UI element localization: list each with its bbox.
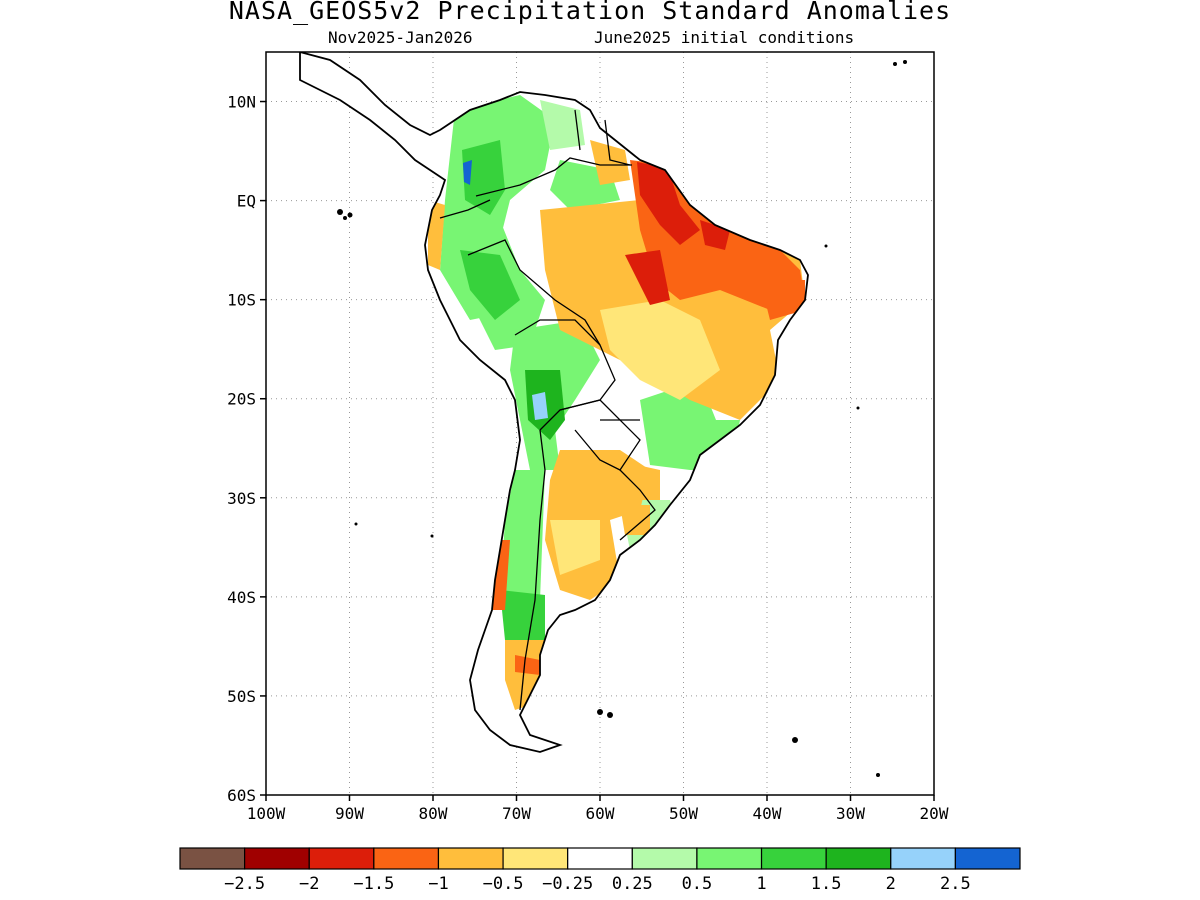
colorbar-swatch — [567, 847, 633, 870]
colorbar: −2.5 −2 −1.5 −1 −0.5 −0.25 0.25 0.5 1 1.5 2 2.5 — [179, 847, 1021, 894]
colorbar-label: 1 — [756, 874, 766, 894]
lon-tick-label: 70W — [502, 804, 531, 823]
colorbar-swatch — [954, 847, 1021, 870]
map-area — [266, 52, 934, 795]
colorbar-swatch — [696, 847, 763, 870]
lon-tick-label: 80W — [419, 804, 448, 823]
colorbar-swatch — [502, 847, 569, 870]
dry-region-northeast — [760, 280, 805, 320]
lon-tick-label: 100W — [247, 804, 286, 823]
colorbar-swatch — [373, 847, 440, 870]
colorbar-label: −1 — [428, 874, 448, 894]
lat-tick-label: 60S — [227, 786, 256, 805]
wet-spot-colombia — [463, 160, 472, 185]
lat-tick-label: EQ — [237, 192, 256, 211]
colorbar-swatch — [825, 847, 892, 870]
lat-tick-label: 10S — [227, 291, 256, 310]
lon-tick-label: 40W — [753, 804, 782, 823]
forecast-period: Nov2025-Jan2026 — [328, 28, 473, 47]
lon-tick-label: 30W — [836, 804, 865, 823]
light-dry-region-argentina — [550, 520, 600, 575]
lat-tick-label: 40S — [227, 588, 256, 607]
colorbar-label: 2.5 — [940, 874, 971, 894]
colorbar-label: 0.25 — [612, 874, 653, 894]
wet-region-guyana — [540, 100, 585, 150]
colorbar-swatch — [631, 847, 698, 870]
colorbar-swatch — [244, 847, 310, 870]
colorbar-swatch — [179, 847, 246, 870]
colorbar-label: 2 — [886, 874, 896, 894]
anomaly-shading — [428, 95, 805, 710]
dry-region-uruguay — [620, 505, 650, 535]
lat-tick-label: 20S — [227, 390, 256, 409]
lat-tick-label: 10N — [227, 93, 256, 112]
colorbar-swatch — [890, 847, 956, 870]
colorbar-label: 1.5 — [811, 874, 842, 894]
lon-tick-label: 20W — [920, 804, 949, 823]
initial-conditions: June2025 initial conditions — [594, 28, 855, 47]
country-borders — [439, 109, 656, 711]
light-dry-region-central — [600, 300, 720, 400]
strong-dry-region-amapa — [637, 162, 700, 245]
wet-region-patagonia — [500, 590, 545, 640]
lon-tick-label: 90W — [335, 804, 364, 823]
dry-region-paraguay — [615, 460, 660, 500]
anomaly-field — [300, 52, 808, 752]
dry-region-guiana — [590, 140, 630, 185]
lat-tick-label: 30S — [227, 489, 256, 508]
map-title: NASA_GEOS5v2 Precipitation Standard Anom… — [228, 0, 952, 25]
colorbar-label: −2 — [299, 874, 319, 894]
dry-region-patagonia-core — [515, 655, 540, 675]
lat-tick-label: 50S — [227, 687, 256, 706]
lon-tick-label: 50W — [669, 804, 698, 823]
colorbar-swatch — [437, 847, 504, 870]
wet-spot-lake-titicaca — [532, 392, 548, 420]
islands — [337, 60, 907, 777]
wet-region-core-peru — [460, 250, 520, 320]
colorbar-swatch — [308, 847, 375, 870]
colorbar-swatch — [760, 847, 827, 870]
colorbar-label: 0.5 — [682, 874, 713, 894]
colorbar-label: −0.5 — [483, 874, 524, 894]
colorbar-label: −2.5 — [224, 874, 265, 894]
wet-region-core-colombia — [462, 140, 505, 215]
colorbar-label: −0.25 — [542, 874, 593, 894]
dry-region-para-core — [625, 250, 670, 305]
lon-tick-label: 60W — [586, 804, 615, 823]
colorbar-label: −1.5 — [353, 874, 394, 894]
